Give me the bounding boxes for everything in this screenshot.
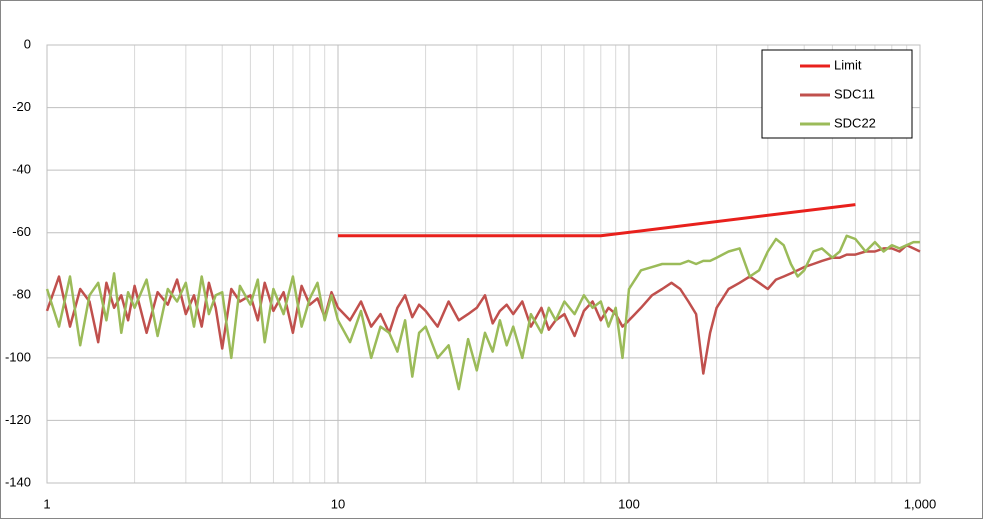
series-line [338,203,856,238]
y-tick-label: -40 [12,162,31,177]
y-tick-label: -80 [12,287,31,302]
y-tick-label: -140 [5,474,31,489]
legend-box [761,49,913,139]
x-tick-label: 10 [331,496,345,511]
plot-area-border [46,44,921,484]
legend-label: SDC22 [834,115,876,130]
y-tick-label: -60 [12,224,31,239]
series-line [45,234,920,391]
legend-label: SDC11 [834,86,875,101]
series-line [45,243,921,375]
x-tick-label: 1 [43,496,50,511]
x-tick-label: 1,000 [904,496,937,511]
y-tick-label: -20 [12,99,31,114]
x-tick-label: 100 [618,496,640,511]
legend-label: Limit [834,57,862,72]
y-tick-label: -120 [5,412,31,427]
y-tick-label: -100 [5,349,31,364]
y-tick-label: 0 [24,36,31,51]
